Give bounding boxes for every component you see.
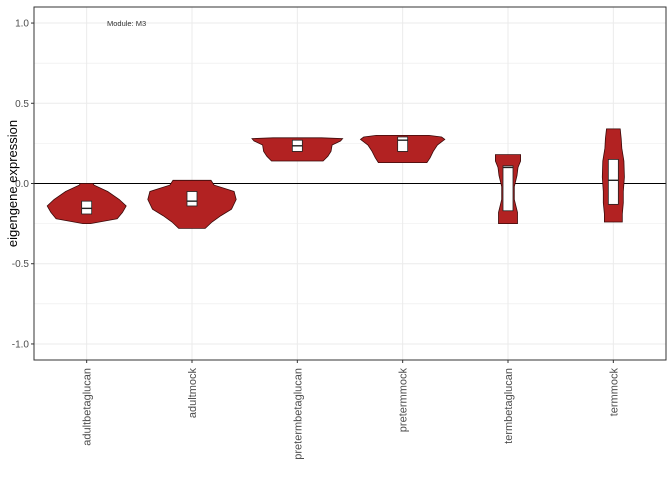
axes-layer: 1.0 0.5 0.0 -0.5 -1.0 adultbetaglucan adultmoc… <box>12 19 621 460</box>
x-tick-label: termbetaglucan <box>503 368 515 444</box>
y-tick-label: 0.5 <box>15 99 29 110</box>
box-adultmock <box>186 191 198 207</box>
violin-layer <box>46 128 625 229</box>
x-tick-label: pretermbetaglucan <box>292 368 304 460</box>
y-tick-label: 1.0 <box>15 19 29 30</box>
y-tick-label: 0.0 <box>15 179 29 190</box>
box-termmock <box>607 159 619 205</box>
y-tick-label: -1.0 <box>12 339 30 350</box>
x-tick-label: adultbetaglucan <box>82 368 94 446</box>
module-annotation: Module: M3 <box>107 19 146 28</box>
x-tick-label: adultmock <box>187 368 199 419</box>
box-termbetaglucan <box>502 165 514 212</box>
x-tick-label: pretermmock <box>398 368 410 433</box>
y-axis-title: eigengene expression <box>5 120 20 247</box>
y-tick-label: -0.5 <box>12 259 30 270</box>
x-tick-label: termmock <box>608 368 620 417</box>
box-pretermmock <box>397 136 409 152</box>
box-adultbetaglucan <box>81 200 93 215</box>
